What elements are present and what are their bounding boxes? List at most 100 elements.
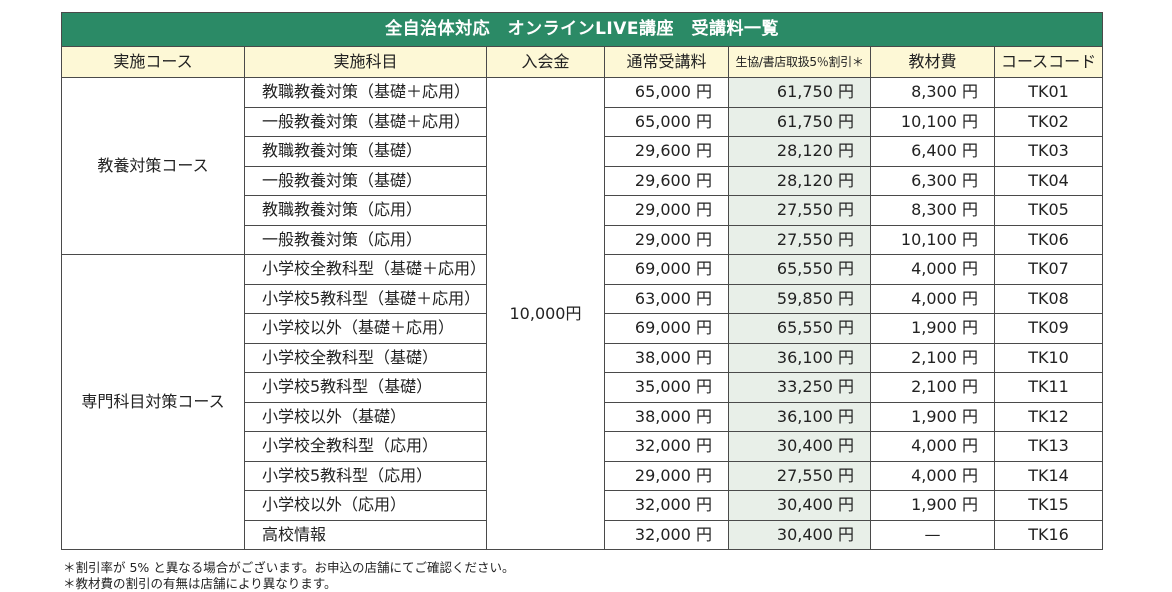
subject-cell: 教職教養対策（基礎＋応用） [244,77,487,108]
regular-fee-cell: 32,000 円 [604,519,729,550]
discount-fee-cell: 65,550 円 [728,254,871,285]
table-row: 小学校以外（基礎＋応用） 69,000 円 65,550 円 1,900 円 TK09 [62,313,1104,344]
material-fee-cell: — [870,519,995,550]
regular-fee-cell: 38,000 円 [604,342,729,373]
course-code-cell: TK05 [993,195,1104,226]
material-fee-cell: 4,000 円 [870,283,995,314]
table-row: 小学校全教科型（応用） 32,000 円 30,400 円 4,000 円 TK13 [62,431,1104,462]
material-fee-cell: 6,300 円 [870,165,995,196]
material-fee-cell: 10,100 円 [870,106,995,137]
discount-fee-cell: 30,400 円 [728,431,871,462]
course-code-cell: TK03 [993,136,1104,167]
table-row: 一般教養対策（応用） 29,000 円 27,550 円 10,100 円 TK06 [62,224,1104,255]
material-fee-cell: 4,000 円 [870,254,995,285]
subject-cell: 小学校以外（応用） [244,490,487,521]
course-code-cell: TK08 [993,283,1104,314]
discount-fee-cell: 30,400 円 [728,519,871,550]
discount-fee-cell: 61,750 円 [728,106,871,137]
material-fee-cell: 1,900 円 [870,490,995,521]
table-row: 小学校以外（基礎） 38,000 円 36,100 円 1,900 円 TK12 [62,401,1104,432]
regular-fee-cell: 32,000 円 [604,431,729,462]
regular-fee-cell: 63,000 円 [604,283,729,314]
discount-fee-cell: 59,850 円 [728,283,871,314]
footnotes: ＊割引率が 5% と異なる場合がございます。お申込の店舗にてご確認ください。 ＊… [63,560,515,592]
course-code-cell: TK06 [993,224,1104,255]
header-discount-fee: 生協/書店取扱5％割引＊ [728,46,871,78]
material-fee-cell: 2,100 円 [870,372,995,403]
discount-fee-cell: 27,550 円 [728,460,871,491]
subject-cell: 小学校5教科型（基礎） [244,372,487,403]
regular-fee-cell: 29,000 円 [604,195,729,226]
course-code-cell: TK15 [993,490,1104,521]
material-fee-cell: 1,900 円 [870,401,995,432]
course-code-cell: TK11 [993,372,1104,403]
discount-fee-cell: 61,750 円 [728,77,871,108]
discount-fee-cell: 36,100 円 [728,401,871,432]
footnote-discount-rate: ＊割引率が 5% と異なる場合がございます。お申込の店舗にてご確認ください。 [63,560,515,575]
regular-fee-cell: 65,000 円 [604,106,729,137]
course-code-cell: TK12 [993,401,1104,432]
table-row: 一般教養対策（基礎＋応用） 65,000 円 61,750 円 10,100 円 TK0… [62,106,1104,137]
table-row: 小学校以外（応用） 32,000 円 30,400 円 1,900 円 TK15 [62,490,1104,521]
material-fee-cell: 1,900 円 [870,313,995,344]
table-row: 小学校5教科型（基礎） 35,000 円 33,250 円 2,100 円 TK11 [62,372,1104,403]
table-row: 高校情報 32,000 円 30,400 円 — TK16 [62,519,1104,550]
subject-cell: 小学校全教科型（応用） [244,431,487,462]
course-code-cell: TK01 [993,77,1104,108]
regular-fee-cell: 29,000 円 [604,224,729,255]
table-row: 小学校5教科型（応用） 29,000 円 27,550 円 4,000 円 TK14 [62,460,1104,491]
material-fee-cell: 10,100 円 [870,224,995,255]
header-material-fee: 教材費 [870,46,995,78]
material-fee-cell: 2,100 円 [870,342,995,373]
course-code-cell: TK14 [993,460,1104,491]
header-row: 実施コース 実施科目 入会金 通常受講料 生協/書店取扱5％割引＊ 教材費 コー… [61,46,1104,78]
header-regular-fee: 通常受講料 [604,46,729,78]
regular-fee-cell: 69,000 円 [604,254,729,285]
subject-cell: 高校情報 [244,519,487,550]
material-fee-cell: 6,400 円 [870,136,995,167]
table-row: 教養対策コース 教職教養対策（基礎＋応用） 10,000円 65,000 円 61,75… [61,77,1104,550]
discount-fee-cell: 27,550 円 [728,195,871,226]
discount-fee-cell: 36,100 円 [728,342,871,373]
subject-cell: 教職教養対策（基礎） [244,136,487,167]
table-row: 教職教養対策（基礎） 29,600 円 28,120 円 6,400 円 TK03 [62,136,1104,167]
subject-cell: 一般教養対策（基礎） [244,165,487,196]
subject-cell: 小学校全教科型（基礎＋応用） [244,254,487,285]
course-code-cell: TK02 [993,106,1104,137]
regular-fee-cell: 65,000 円 [604,77,729,108]
course-group-senmon: 専門科目対策コース [61,254,245,550]
course-code-cell: TK07 [993,254,1104,285]
discount-fee-cell: 33,250 円 [728,372,871,403]
discount-fee-cell: 27,550 円 [728,224,871,255]
course-code-cell: TK13 [993,431,1104,462]
discount-fee-cell: 30,400 円 [728,490,871,521]
course-code-cell: TK16 [993,519,1104,550]
regular-fee-cell: 32,000 円 [604,490,729,521]
table-row: 一般教養対策（基礎） 29,600 円 28,120 円 6,300 円 TK04 [62,165,1104,196]
subject-cell: 教職教養対策（応用） [244,195,487,226]
regular-fee-cell: 29,600 円 [604,136,729,167]
regular-fee-cell: 38,000 円 [604,401,729,432]
subject-cell: 一般教養対策（応用） [244,224,487,255]
subject-cell: 小学校以外（基礎） [244,401,487,432]
entrance-fee-cell: 10,000円 [486,77,605,550]
fee-table: 全自治体対応 オンラインLIVE講座 受講料一覧 実施コース 実施科目 入会金 … [60,12,1104,550]
course-group-kyoyo: 教養対策コース [61,77,245,255]
material-fee-cell: 4,000 円 [870,460,995,491]
title-row: 全自治体対応 オンラインLIVE講座 受講料一覧 [60,12,1104,47]
table-body: 教養対策コース 教職教養対策（基礎＋応用） 10,000円 65,000 円 61,75… [61,77,1104,550]
material-fee-cell: 8,300 円 [870,77,995,108]
regular-fee-cell: 35,000 円 [604,372,729,403]
discount-fee-cell: 65,550 円 [728,313,871,344]
course-code-cell: TK10 [993,342,1104,373]
subject-cell: 小学校5教科型（基礎＋応用） [244,283,487,314]
subject-cell: 一般教養対策（基礎＋応用） [244,106,487,137]
subject-cell: 小学校全教科型（基礎） [244,342,487,373]
subject-cell: 小学校以外（基礎＋応用） [244,313,487,344]
header-subject: 実施科目 [244,46,487,78]
discount-fee-cell: 28,120 円 [728,136,871,167]
material-fee-cell: 4,000 円 [870,431,995,462]
footnote-material-discount: ＊教材費の割引の有無は店舗により異なります。 [63,576,337,591]
header-course-code: コースコード [993,46,1104,78]
